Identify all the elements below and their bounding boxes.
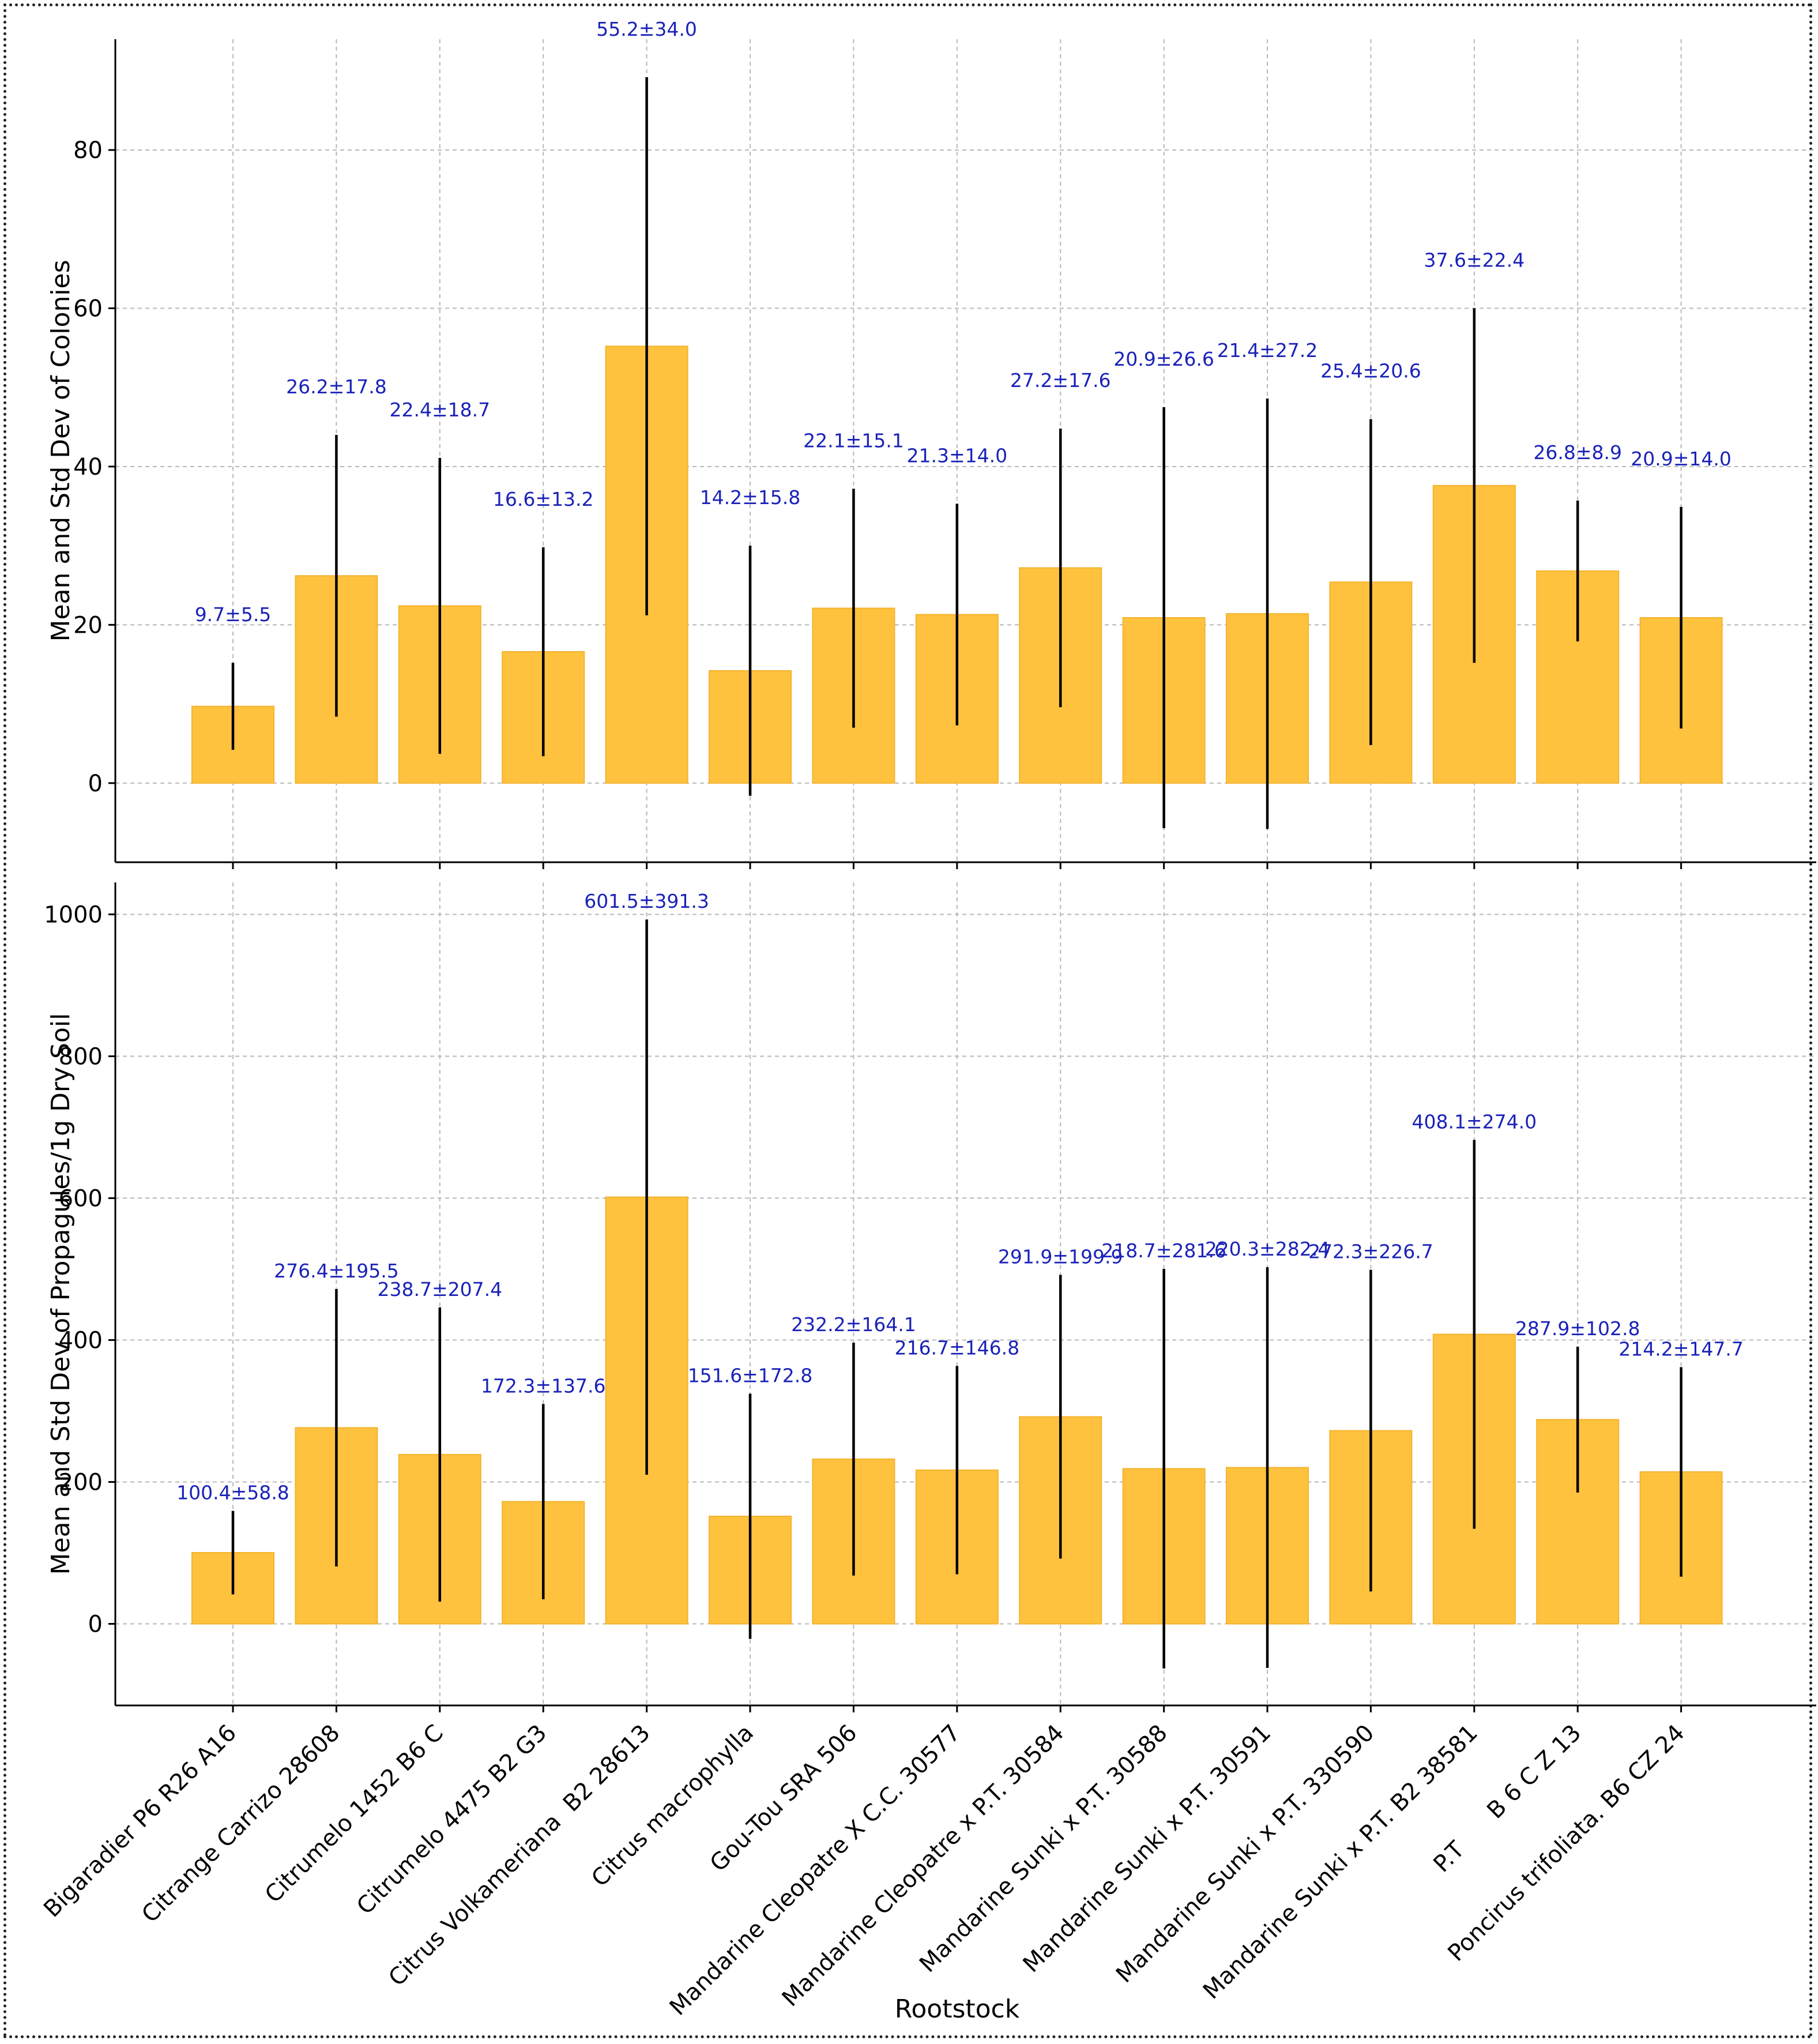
data-label-12: 272.3±226.7	[1308, 1241, 1433, 1263]
y-tick-label: 80	[73, 137, 103, 164]
data-label-6: 14.2±15.8	[700, 486, 801, 509]
data-label-13: 408.1±274.0	[1412, 1110, 1537, 1133]
data-label-14: 287.9±102.8	[1515, 1317, 1640, 1340]
y-tick-label: 400	[59, 1327, 103, 1354]
y-tick-label: 40	[73, 454, 103, 480]
data-label-10: 20.9±26.6	[1113, 348, 1214, 370]
y-tick-label: 200	[59, 1469, 103, 1496]
data-label-6: 151.6±172.8	[688, 1364, 813, 1387]
y-tick-label: 800	[59, 1043, 103, 1070]
data-label-2: 276.4±195.5	[274, 1260, 399, 1282]
y-axis-label: Mean and Std Dev of Colonies	[46, 260, 76, 642]
data-label-8: 216.7±146.8	[894, 1336, 1019, 1359]
data-label-3: 22.4±18.7	[389, 399, 490, 421]
x-tick-label-2: Citrange Carrizo 28608	[137, 1720, 345, 1928]
data-label-7: 22.1±15.1	[803, 429, 904, 452]
data-label-8: 21.3±14.0	[906, 444, 1007, 467]
data-label-14: 26.8±8.9	[1533, 441, 1622, 464]
chart-panel-1: 9.7±5.5 26.2±17.822.4±18.7 16.6±13.2 55.2±3…	[46, 18, 1816, 869]
y-tick-label: 600	[59, 1185, 103, 1212]
data-label-9: 291.9±199.9	[998, 1246, 1123, 1268]
y-axis-label: Mean and Std Dev of Propagules/1g Dry So…	[46, 1013, 76, 1575]
x-tick-label-4: Citrumelo 4475 B2 G3	[352, 1720, 552, 1920]
data-label-15: 214.2±147.7	[1618, 1337, 1744, 1360]
y-tick-label: 0	[88, 771, 103, 797]
data-label-13: 37.6±22.4	[1424, 249, 1525, 272]
data-label-12: 25.4±20.6	[1320, 360, 1421, 382]
x-axis-label: Rootstock	[895, 1994, 1020, 2024]
data-label-5: 55.2±34.0	[596, 18, 697, 40]
y-tick-label: 0	[88, 1611, 103, 1638]
data-label-3: 238.7±207.4	[377, 1278, 502, 1301]
data-label-2: 26.2±17.8	[286, 375, 387, 398]
data-label-5: 601.5±391.3	[584, 890, 709, 912]
data-label-4: 16.6±13.2	[493, 488, 594, 510]
data-label-11: 21.4±27.2	[1217, 339, 1318, 362]
y-tick-label: 60	[73, 296, 103, 322]
y-tick-label: 20	[73, 612, 103, 638]
y-tick-label: 1000	[44, 901, 103, 928]
data-label-7: 232.2±164.1	[791, 1313, 916, 1336]
x-tick-label-3: Citrumelo 1452 B6 C	[260, 1720, 449, 1908]
data-label-4: 172.3±137.6	[481, 1374, 606, 1397]
data-label-1: 100.4±58.8	[176, 1482, 289, 1504]
x-tick-label-1: Bigaradier P6 R26 A16	[39, 1720, 242, 1923]
data-label-10: 218.7±281.6	[1101, 1239, 1226, 1262]
data-label-11: 220.3±282.4	[1205, 1238, 1330, 1260]
data-label-9: 27.2±17.6	[1010, 369, 1111, 392]
figure-frame	[3, 3, 1812, 2038]
data-label-15: 20.9±14.0	[1631, 448, 1732, 470]
data-label-1: 9.7±5.5	[195, 603, 272, 626]
